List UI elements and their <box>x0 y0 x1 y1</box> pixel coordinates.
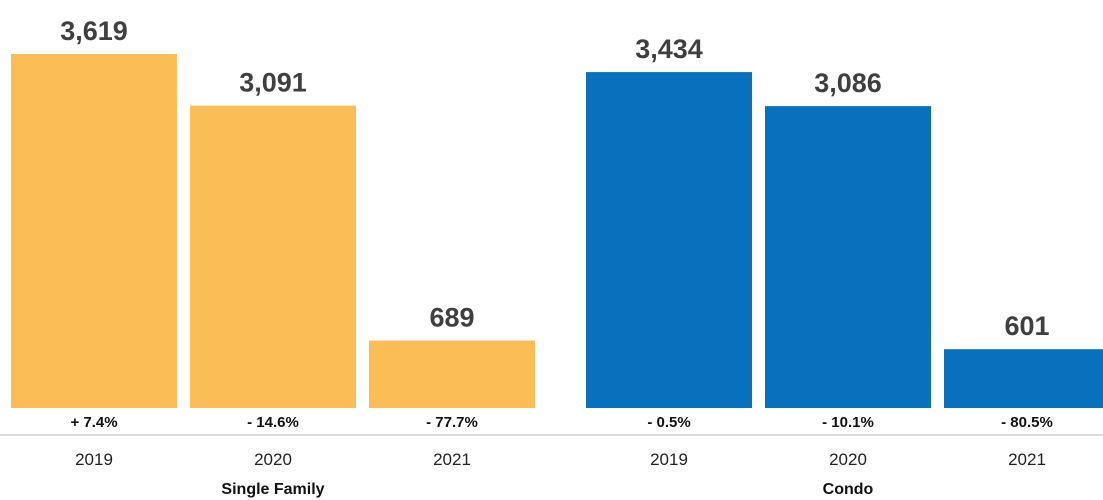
value-label-single-family-2020: 3,091 <box>239 68 307 98</box>
bar-condo-2021 <box>944 349 1103 408</box>
bar-single-family-2020 <box>190 105 356 409</box>
labels-layer: 3,619 + 7.4% 2019 3,091 - 14.6% 2020 689 - 77.7… <box>60 16 1053 469</box>
bars-layer <box>11 53 1103 409</box>
value-label-single-family-2019: 3,619 <box>60 16 128 46</box>
pct-change-single-family-2020: - 14.6% <box>247 414 299 431</box>
value-label-condo-2021: 601 <box>1004 311 1049 341</box>
pct-change-condo-2021: - 80.5% <box>1001 414 1053 431</box>
pct-change-single-family-2019: + 7.4% <box>70 414 117 431</box>
pct-change-condo-2019: - 0.5% <box>647 414 690 431</box>
year-tick-single-family-2019: 2019 <box>75 450 113 469</box>
pct-change-condo-2020: - 10.1% <box>822 414 874 431</box>
year-tick-condo-2019: 2019 <box>650 450 688 469</box>
bar-single-family-2021 <box>369 340 535 408</box>
year-tick-single-family-2020: 2020 <box>254 450 292 469</box>
group-labels-layer: Single Family Condo <box>221 481 873 498</box>
bar-condo-2020 <box>765 106 931 409</box>
year-tick-condo-2020: 2020 <box>829 450 867 469</box>
pct-change-single-family-2021: - 77.7% <box>426 414 478 431</box>
group-label-single-family: Single Family <box>221 481 324 498</box>
value-label-condo-2020: 3,086 <box>814 68 882 98</box>
value-label-single-family-2021: 689 <box>429 303 474 333</box>
year-tick-condo-2021: 2021 <box>1008 450 1046 469</box>
bar-single-family-2019 <box>11 53 177 409</box>
value-label-condo-2019: 3,434 <box>635 34 703 64</box>
group-label-condo: Condo <box>823 481 874 498</box>
year-tick-single-family-2021: 2021 <box>433 450 471 469</box>
bar-condo-2019 <box>586 72 752 408</box>
